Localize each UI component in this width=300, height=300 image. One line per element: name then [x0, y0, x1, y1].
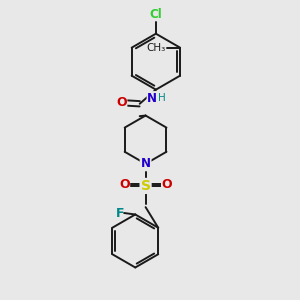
Text: O: O [119, 178, 130, 191]
Text: N: N [147, 92, 157, 105]
Text: O: O [116, 95, 127, 109]
Text: O: O [161, 178, 172, 191]
Text: S: S [141, 179, 151, 193]
Text: CH₃: CH₃ [147, 43, 166, 53]
Text: H: H [158, 93, 166, 103]
Text: F: F [116, 206, 124, 220]
Text: Cl: Cl [149, 8, 162, 21]
Text: N: N [141, 157, 151, 170]
